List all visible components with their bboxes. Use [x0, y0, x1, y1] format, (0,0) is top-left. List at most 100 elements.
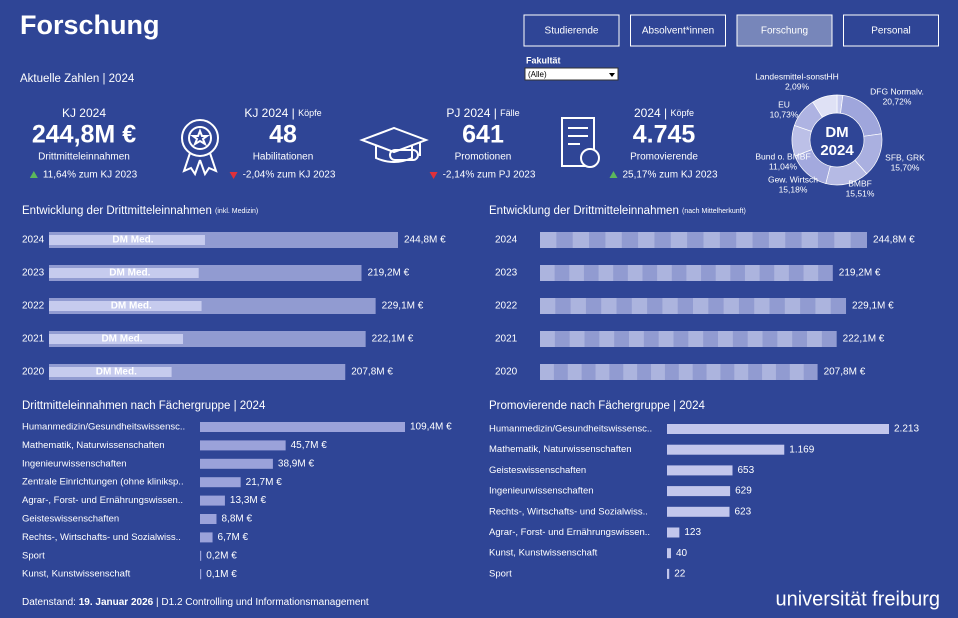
bar[interactable] — [200, 458, 273, 469]
bar-stripe — [693, 298, 709, 314]
category-label: Geisteswissenschaften — [22, 514, 119, 525]
donut-label: Bund o. BMBF — [755, 151, 810, 161]
nav-label[interactable]: Studierende — [545, 26, 599, 37]
bar[interactable] — [667, 424, 889, 434]
category-label: Zentrale Einrichtungen (ohne kliniksp.. — [22, 477, 184, 488]
bar[interactable] — [540, 331, 837, 347]
bar[interactable] — [200, 514, 217, 524]
chart-title-text: Entwicklung der Drittmitteleinnahmen — [489, 205, 679, 217]
bar[interactable] — [200, 569, 202, 580]
year-label: 2023 — [495, 268, 518, 279]
value-label: 109,4M € — [410, 422, 452, 433]
bar[interactable] — [667, 527, 680, 538]
bar-stripe — [678, 364, 693, 380]
bar-stripe — [706, 364, 721, 380]
chart-note: (inkl. Medizin) — [215, 208, 258, 215]
kpi-value: 48 — [269, 121, 297, 149]
kpi-period: KJ 2024 — [62, 106, 106, 120]
donut-value: 20,72% — [883, 96, 912, 106]
year-label: 2023 — [22, 268, 45, 279]
bar[interactable] — [540, 232, 867, 248]
value-label: 207,8M € — [351, 367, 393, 378]
filter-box[interactable] — [524, 67, 619, 81]
year-label: 2024 — [495, 235, 518, 246]
bar-stripe — [754, 298, 770, 314]
inner-bar — [49, 367, 172, 377]
bar-stripe — [686, 265, 702, 281]
kpi-period-text: KJ 2024 — [62, 106, 106, 120]
chart-title-text: Drittmitteleinnahmen nach Fächergruppe |… — [22, 400, 266, 412]
bar[interactable] — [667, 506, 730, 517]
bar-stripe — [572, 232, 590, 248]
bar-stripe — [631, 298, 648, 314]
bar-stripe — [774, 265, 789, 281]
bar[interactable] — [667, 486, 731, 497]
chart-title: Entwicklung der Drittmitteleinnahmen (in… — [22, 205, 258, 217]
bar-stripe — [744, 265, 760, 281]
donut-value: 15,18% — [779, 184, 808, 194]
logo: universität freiburg — [775, 588, 940, 610]
bar-stripe — [688, 331, 704, 347]
bar-stripe — [605, 232, 622, 248]
value-label: 0,1M € — [206, 569, 237, 580]
bar[interactable] — [200, 495, 225, 506]
bar[interactable] — [540, 265, 833, 281]
filter-arrow — [609, 73, 615, 77]
bar[interactable] — [540, 298, 847, 314]
donut-value: 10,73% — [770, 109, 799, 119]
inner-label: DM Med. — [109, 268, 150, 279]
bar-stripe — [834, 232, 851, 248]
value-label: 229,1M € — [852, 301, 894, 312]
value-label: 38,9M € — [278, 458, 315, 469]
bar-stripe — [703, 232, 720, 248]
filter-value[interactable]: (Alle) — [528, 70, 547, 79]
inner-label: DM Med. — [101, 334, 142, 345]
bar-stripe — [540, 331, 555, 347]
nav-button[interactable] — [523, 14, 620, 47]
bar[interactable] — [667, 444, 785, 455]
nav-button[interactable] — [630, 14, 726, 47]
bar-stripe — [598, 265, 614, 281]
kpi-period: PJ 2024 | Fälle — [446, 106, 519, 120]
kpi-value: 244,8M € — [32, 121, 136, 149]
category-label: Mathematik, Naturwissenschaften — [22, 440, 165, 451]
bar-stripe — [662, 298, 678, 314]
bar[interactable] — [200, 477, 241, 488]
value-label: 229,1M € — [382, 301, 424, 312]
value-label: 13,3M € — [230, 495, 267, 506]
title: Forschung — [20, 10, 160, 40]
bar[interactable] — [667, 465, 733, 476]
value-label: 21,7M € — [246, 477, 283, 488]
kpi-change: 25,17% zum KJ 2023 — [622, 170, 717, 181]
donut-label: SFB, GRK — [885, 152, 925, 162]
nav-button[interactable] — [843, 14, 939, 47]
inner-label: DM Med. — [96, 367, 137, 378]
value-label: 40 — [676, 548, 688, 559]
bar[interactable] — [667, 548, 672, 559]
bar-stripe — [595, 364, 610, 380]
bar[interactable] — [540, 364, 818, 380]
bar[interactable] — [200, 550, 202, 561]
bar-stripe — [540, 298, 556, 314]
kpi-value: 641 — [462, 121, 504, 149]
nav-label[interactable]: Absolvent*innen — [642, 26, 714, 37]
bar-stripe — [747, 331, 763, 347]
bar[interactable] — [200, 422, 405, 432]
bar[interactable] — [667, 568, 670, 579]
chart-title: Drittmitteleinnahmen nach Fächergruppe |… — [22, 400, 266, 412]
bar[interactable] — [200, 440, 286, 451]
inner-bar — [49, 301, 202, 311]
bar[interactable] — [200, 532, 213, 543]
nav-label[interactable]: Forschung — [761, 26, 808, 37]
nav-label[interactable]: Personal — [871, 26, 910, 37]
value-label: 219,2M € — [368, 268, 410, 279]
kpi-label: Promotionen — [455, 152, 512, 163]
bar-stripe — [734, 364, 749, 380]
nav-button[interactable] — [736, 14, 833, 47]
kpi-label: Promovierende — [630, 152, 698, 163]
kpi-value: 4.745 — [633, 121, 696, 149]
value-label: 244,8M € — [404, 235, 446, 246]
kpi-period-text: PJ 2024 | — [446, 106, 496, 120]
